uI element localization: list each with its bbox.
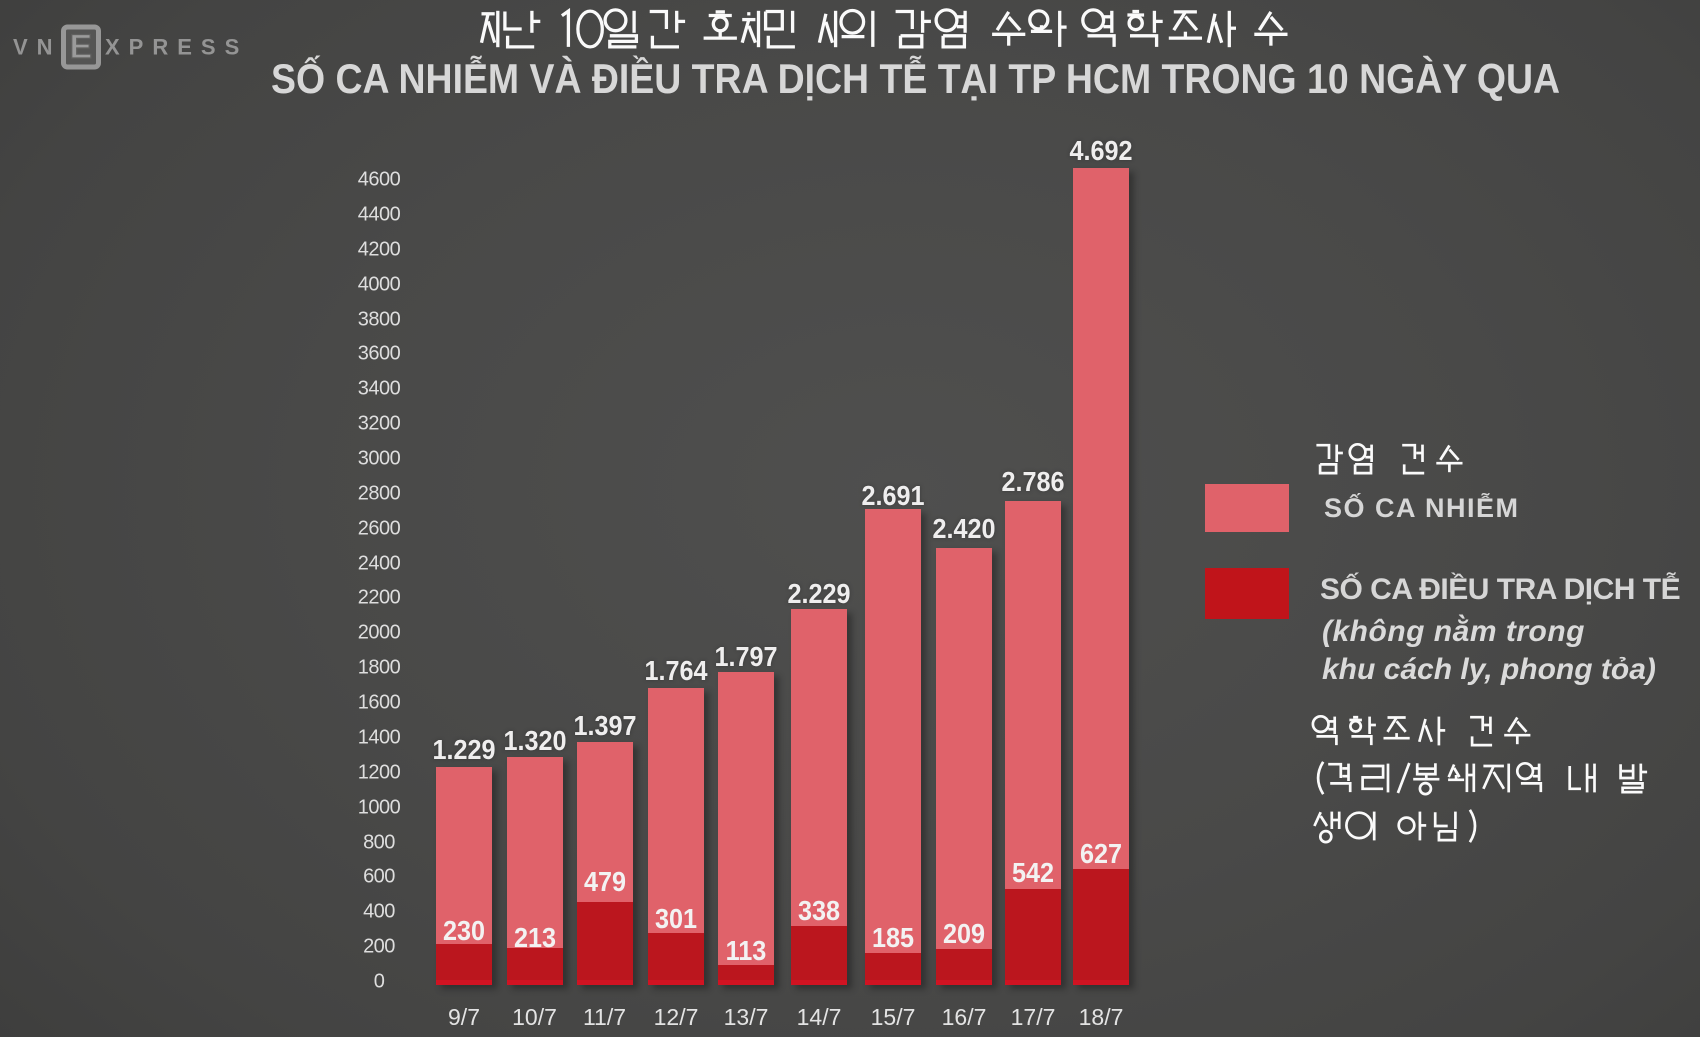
svg-text:XPRESS: XPRESS — [105, 35, 248, 60]
svg-text:VN: VN — [13, 35, 62, 60]
svg-text:E: E — [70, 28, 93, 66]
